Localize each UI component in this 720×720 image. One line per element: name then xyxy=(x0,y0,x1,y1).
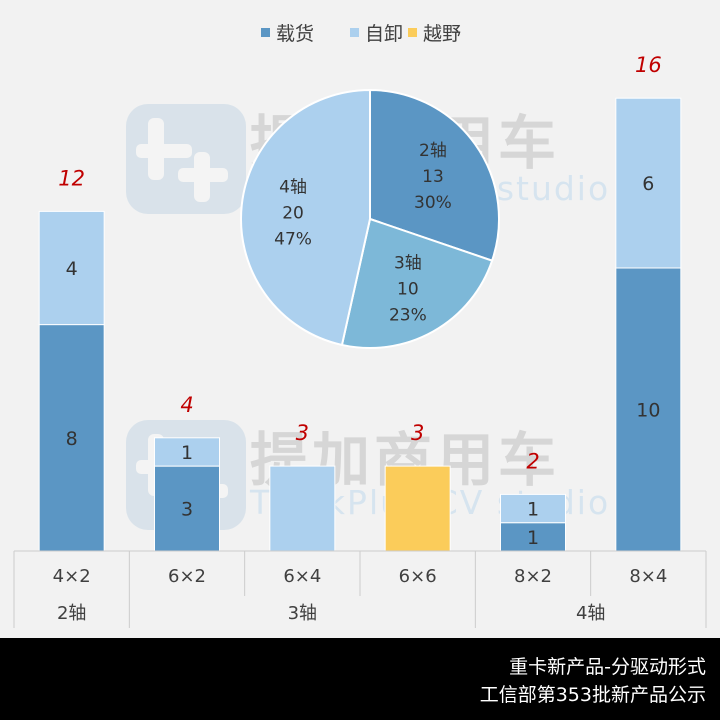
pie-value-label: 10 xyxy=(397,279,419,299)
legend-swatch xyxy=(350,28,359,37)
bar-segment-2-6×2 xyxy=(154,437,220,467)
pie-slice-2 xyxy=(340,217,494,349)
bar-segment-1-6×2 xyxy=(154,465,220,552)
bar-total-label: 2 xyxy=(526,449,539,473)
bar-segment-1-8×2 xyxy=(500,522,566,552)
bar-segment-1-8×4 xyxy=(615,267,682,552)
bar-segment-1-4×2 xyxy=(38,324,105,552)
bar-value-label: 8 xyxy=(66,428,78,450)
bar-total-label: 4 xyxy=(180,393,193,417)
footer-title: 重卡新产品-分驱动形式 xyxy=(509,656,706,678)
bar-segment-2-8×4 xyxy=(615,97,682,269)
bar-segment-3-6×6 xyxy=(384,465,451,552)
x-tick-label: 8×4 xyxy=(629,566,667,587)
bar-value-label: 4 xyxy=(66,258,78,280)
pie-slice-1 xyxy=(369,88,500,262)
bar-value-label: 3 xyxy=(181,499,193,521)
pie-percent-label: 47% xyxy=(274,230,312,250)
legend-swatch xyxy=(261,28,270,37)
x-tick-label: 6×2 xyxy=(168,566,206,587)
pie-value-label: 20 xyxy=(282,204,304,224)
bar-total-label: 16 xyxy=(635,53,662,77)
legend-swatch xyxy=(408,28,417,37)
bar-value-label: 10 xyxy=(636,400,660,422)
pie-label: 3轴 xyxy=(394,253,422,273)
bar-total-label: 3 xyxy=(411,421,424,445)
bar-segment-2-8×2 xyxy=(500,493,566,524)
pie-percent-label: 30% xyxy=(414,193,452,213)
bar-value-label: 1 xyxy=(181,442,193,464)
x-tick-label: 6×6 xyxy=(399,566,437,587)
bar-total-label: 12 xyxy=(58,166,85,190)
watermark-logo-icon xyxy=(126,104,246,214)
legend-label: 自卸 xyxy=(365,23,403,45)
x-tick-label: 4×2 xyxy=(53,566,91,587)
bar-total-label: 3 xyxy=(296,421,309,445)
x-tick-label: 8×2 xyxy=(514,566,552,587)
bar-value-label: 1 xyxy=(527,527,539,549)
legend-label: 载货 xyxy=(276,23,314,45)
bar-value-label: 1 xyxy=(527,499,539,521)
pie-percent-label: 23% xyxy=(389,305,427,325)
pie-label: 4轴 xyxy=(279,178,307,198)
bar-value-label: 6 xyxy=(642,173,654,195)
footer-bar: 重卡新产品-分驱动形式 工信部第353批新产品公示 xyxy=(0,638,720,720)
pie-value-label: 13 xyxy=(422,167,444,187)
footer-subtitle: 工信部第353批新产品公示 xyxy=(479,684,706,706)
bar-segment-2-4×2 xyxy=(38,210,105,326)
legend-label: 越野 xyxy=(423,23,461,45)
pie-label: 2轴 xyxy=(419,141,447,161)
pie-slice-3 xyxy=(240,88,371,347)
x-tick-label: 6×4 xyxy=(283,566,321,587)
x-group-label: 3轴 xyxy=(288,603,317,624)
x-group-label: 4轴 xyxy=(576,603,605,624)
x-group-label: 2轴 xyxy=(57,603,86,624)
bar-segment-2-6×4 xyxy=(269,465,336,552)
